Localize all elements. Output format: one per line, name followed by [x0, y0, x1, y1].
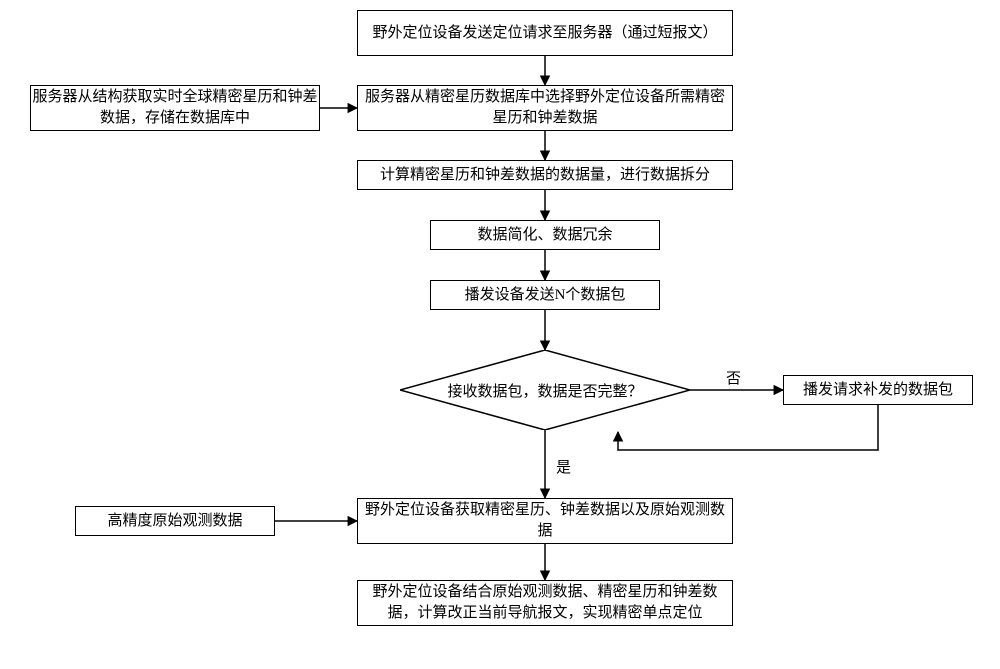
node-label: 野外定位设备发送定位请求至服务器（通过短报文）	[372, 23, 717, 44]
node-step-5: 播发设备发送N个数据包	[430, 280, 660, 310]
node-label: 高精度原始观测数据	[107, 511, 242, 532]
node-step-7: 野外定位设备获取精密星历、钟差数据以及原始观测数据	[357, 498, 733, 544]
node-step-3: 计算精密星历和钟差数据的数据量，进行数据拆分	[357, 160, 733, 190]
node-label: 播发请求补发的数据包	[803, 380, 953, 401]
edge-label-yes: 是	[556, 456, 571, 477]
node-decision: 接收数据包，数据是否完整？	[400, 350, 690, 430]
node-side-server: 服务器从结构获取实时全球精密星历和钟差数据，存储在数据库中	[30, 85, 320, 131]
node-label: 野外定位设备获取精密星历、钟差数据以及原始观测数据	[358, 500, 732, 542]
node-side-obs: 高精度原始观测数据	[75, 506, 275, 536]
node-step-2: 服务器从精密星历数据库中选择野外定位设备所需精密星历和钟差数据	[357, 85, 733, 131]
flowchart-canvas: 野外定位设备发送定位请求至服务器（通过短报文） 服务器从精密星历数据库中选择野外…	[0, 0, 1000, 669]
node-step-8: 野外定位设备结合原始观测数据、精密星历和钟差数据，计算改正当前导航报文，实现精密…	[357, 580, 733, 626]
edge-label-no: 否	[726, 367, 741, 388]
node-step-4: 数据简化、数据冗余	[430, 220, 660, 250]
node-label: 计算精密星历和钟差数据的数据量，进行数据拆分	[380, 165, 710, 186]
node-label: 播发设备发送N个数据包	[465, 285, 626, 306]
node-label: 接收数据包，数据是否完整？	[447, 380, 642, 401]
node-label: 服务器从结构获取实时全球精密星历和钟差数据，存储在数据库中	[31, 87, 319, 129]
node-resend: 播发请求补发的数据包	[783, 375, 973, 405]
node-label: 数据简化、数据冗余	[477, 225, 612, 246]
node-step-1: 野外定位设备发送定位请求至服务器（通过短报文）	[357, 10, 733, 56]
node-label: 野外定位设备结合原始观测数据、精密星历和钟差数据，计算改正当前导航报文，实现精密…	[358, 582, 732, 624]
node-label: 服务器从精密星历数据库中选择野外定位设备所需精密星历和钟差数据	[358, 87, 732, 129]
